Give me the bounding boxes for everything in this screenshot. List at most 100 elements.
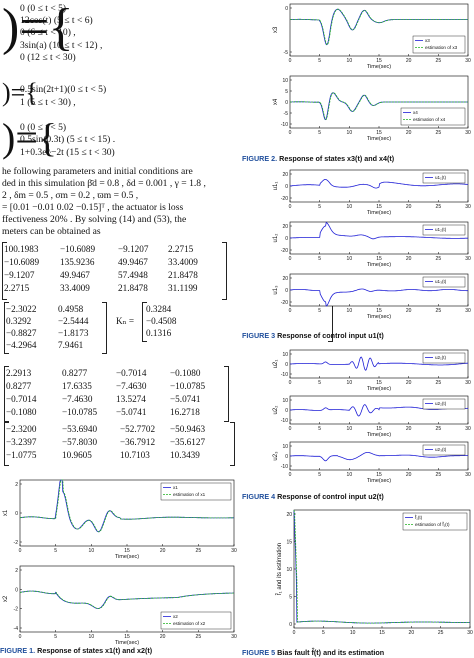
legend — [422, 398, 466, 410]
x-tick-label: 10 — [350, 630, 356, 636]
matrix-cell: −53.6940 — [62, 424, 98, 434]
figure-1-caption: FIGURE 1. Response of states x1(t) and x… — [0, 646, 153, 655]
matrix-bracket — [4, 302, 9, 354]
x-tick-label: 0 — [293, 630, 296, 636]
matrix-cell: −4.2964 — [6, 340, 37, 350]
x-tick-label: 0 — [289, 204, 292, 210]
x-tick-label: 5 — [318, 426, 321, 432]
x-tick-label: 30 — [231, 548, 237, 554]
y-tick-label: 5 — [289, 595, 292, 601]
x-tick-label: 10 — [89, 634, 95, 640]
y-axis-label: u1₃ — [273, 285, 279, 295]
estimation-line — [20, 479, 234, 533]
matrix-cell: −5.0741 — [116, 407, 147, 417]
matrix-cell: 21.8478 — [118, 283, 148, 293]
y-tick-label: 0 — [285, 362, 288, 368]
y-tick-label: -10 — [281, 372, 288, 378]
x-tick-label: 15 — [376, 426, 382, 432]
matrix-bracket — [4, 422, 9, 466]
matrix-cell: −2.5444 — [58, 316, 89, 326]
legend-label: estimation of f̂₁(t) — [415, 521, 450, 527]
matrix-cell: −0.7014 — [6, 394, 37, 404]
matrix-cell: −7.4630 — [116, 381, 147, 391]
matrix-cell: −3.2397 — [6, 437, 37, 447]
matrix-cell: −2.3022 — [6, 304, 37, 314]
matrix-cell: 7.9461 — [58, 340, 84, 350]
matrix-cell: −7.4630 — [62, 394, 93, 404]
matrix-cell: 17.6335 — [62, 381, 92, 391]
x-tick-label: 5 — [54, 548, 57, 554]
x-tick-label: 30 — [465, 58, 471, 64]
estimation-line — [293, 509, 470, 624]
legend-label: u2₁(t) — [435, 355, 446, 360]
x-tick-label: 25 — [436, 308, 442, 314]
equation-line: 0.5sin(0.3t) (5 ≤ t < 15) . — [20, 134, 116, 145]
x-axis-label: Time(sec) — [367, 432, 391, 438]
y-axis-label: x4 — [273, 98, 279, 105]
body-text: ded in this simulation β̄d = 0.8 , δd = … — [2, 178, 206, 189]
matrix-bracket — [2, 242, 7, 300]
x-tick-label: 0 — [289, 472, 292, 478]
matrix-cell: −10.6089 — [4, 257, 40, 267]
y-axis-label: u2₃ — [273, 451, 279, 461]
y-tick-label: 0 — [285, 100, 288, 106]
legend-label: u2₃(t) — [435, 447, 447, 452]
x-tick-label: 20 — [160, 548, 166, 554]
series-line — [290, 356, 469, 371]
matrix-cell: 10.9605 — [62, 450, 92, 460]
matrix-cell: 100.1983 — [4, 244, 39, 254]
matrix-cell: −50.9463 — [170, 424, 206, 434]
y-tick-label: -5 — [284, 50, 289, 56]
body-text: ffectiveness 20% . By solving (14) and (… — [2, 214, 187, 225]
x-tick-label: 5 — [318, 58, 321, 64]
x-tick-label: 30 — [465, 380, 471, 386]
estimation-line — [20, 590, 235, 609]
x-tick-label: 10 — [347, 256, 353, 262]
x-tick-label: 5 — [322, 630, 325, 636]
y-tick-label: 0 — [285, 184, 288, 190]
equation-line: 12cos(t) (5 ≤ t < 6) — [20, 15, 93, 26]
legend-label: x1 — [173, 485, 178, 490]
estimation-line — [290, 8, 468, 46]
matrix-bracket — [230, 422, 235, 466]
x-tick-label: 0 — [289, 58, 292, 64]
matrix-cell: −10.6089 — [60, 244, 96, 254]
series-line — [290, 452, 468, 462]
matrix-cell: −0.1080 — [6, 407, 37, 417]
y-tick-label: 0 — [285, 6, 288, 12]
brace: )={ — [2, 115, 58, 160]
x-tick-label: 15 — [379, 630, 385, 636]
matrix-cell: 33.4009 — [60, 283, 90, 293]
x-tick-label: 30 — [231, 634, 237, 640]
matrix-cell: 0.3292 — [6, 316, 32, 326]
x-tick-label: 10 — [89, 548, 95, 554]
brace: )={ — [2, 0, 74, 56]
legend-label: estimation of x4 — [413, 117, 446, 122]
x-tick-label: 20 — [406, 130, 412, 136]
matrix-cell: −57.8030 — [62, 437, 98, 447]
y-tick-label: 0 — [15, 511, 18, 517]
y-tick-label: 10 — [282, 78, 288, 84]
x-tick-label: 0 — [289, 130, 292, 136]
x-tick-label: 25 — [436, 204, 442, 210]
x-tick-label: 30 — [465, 256, 471, 262]
matrix-cell: −0.1080 — [170, 368, 201, 378]
matrix-cell: −1.8173 — [58, 328, 89, 338]
series-line — [289, 179, 469, 189]
x-tick-label: 10 — [347, 130, 353, 136]
y-tick-label: -10 — [281, 464, 288, 470]
equation-line: 1 (5 ≤ t < 30) , — [20, 97, 76, 108]
equation-line: 0 (0 ≤ t < 5) — [20, 3, 67, 14]
km-cell: 0.3284 — [146, 304, 172, 314]
matrix-cell: 21.8478 — [168, 270, 198, 280]
y-tick-label: 2 — [15, 568, 18, 574]
x-axis-label: Time(sec) — [367, 262, 391, 268]
equation-line: 0 (0 ≤ t < 5) — [20, 122, 67, 133]
y-axis-label: u1₁ — [273, 182, 279, 191]
x-tick-label: 25 — [196, 548, 202, 554]
legend — [422, 352, 466, 364]
y-tick-label: 20 — [286, 512, 292, 518]
y-tick-label: -20 — [281, 248, 288, 254]
x-tick-label: 20 — [409, 630, 415, 636]
